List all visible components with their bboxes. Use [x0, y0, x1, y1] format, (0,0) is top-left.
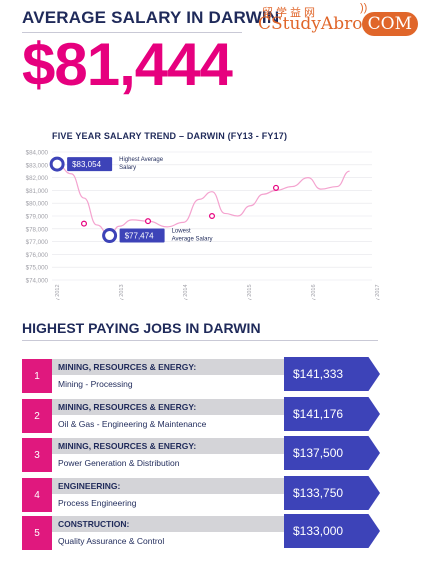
annotation-label: Average Salary — [172, 237, 213, 243]
jobs-divider — [22, 340, 378, 341]
job-rank: 4 — [22, 478, 52, 512]
job-salary-badge: $133,750 — [284, 476, 380, 510]
x-tick-label: July 2012 — [55, 284, 61, 300]
job-rank: 3 — [22, 438, 52, 472]
watermark-logo: 留学益网 )) CStudyAbroad. COM — [258, 2, 418, 38]
job-row: 5 CONSTRUCTION: Quality Assurance & Cont… — [22, 514, 382, 550]
job-category: MINING, RESOURCES & ENERGY: — [52, 359, 305, 375]
y-tick-label: $80,000 — [26, 201, 49, 208]
annotation-badge — [119, 228, 165, 243]
job-salary-badge: $141,333 — [284, 357, 380, 391]
y-tick-label: $79,000 — [26, 214, 49, 221]
job-role: Quality Assurance & Control — [58, 536, 165, 546]
job-role: Mining - Processing — [58, 379, 133, 389]
job-category: CONSTRUCTION: — [52, 516, 305, 532]
job-row: 2 MINING, RESOURCES & ENERGY: Oil & Gas … — [22, 397, 382, 433]
job-rank: 2 — [22, 399, 52, 433]
annotation-marker — [49, 156, 65, 172]
x-tick-label: July 2016 — [311, 284, 317, 300]
watermark-chinese: 留学益网 — [262, 6, 318, 19]
annotation-badge — [67, 157, 113, 172]
title-divider — [22, 32, 242, 33]
job-category: MINING, RESOURCES & ENERGY: — [52, 438, 305, 454]
annotation-label: Salary — [119, 165, 136, 171]
data-point — [273, 184, 280, 191]
y-tick-label: $83,000 — [26, 162, 49, 169]
job-role: Process Engineering — [58, 498, 137, 508]
annotation-marker — [102, 228, 118, 244]
x-tick-label: July 2014 — [183, 284, 189, 300]
job-row: 1 MINING, RESOURCES & ENERGY: Mining - P… — [22, 357, 382, 393]
job-role: Power Generation & Distribution — [58, 458, 180, 468]
salary-trend-line — [57, 163, 350, 237]
job-salary-badge: $141,176 — [284, 397, 380, 431]
x-tick-label: July 2013 — [119, 284, 125, 300]
salary-trend-chart: $84,000 $83,000 $82,000 $81,000 $80,000 $79,0… — [26, 150, 381, 301]
wifi-icon: )) — [360, 2, 368, 14]
watermark-com: COM — [361, 12, 418, 36]
data-point — [80, 220, 87, 227]
chart-title: FIVE YEAR SALARY TREND – DARWIN (FY13 - … — [52, 131, 288, 141]
job-row: 3 MINING, RESOURCES & ENERGY: Power Gene… — [22, 436, 382, 472]
x-tick-label: July 2015 — [247, 284, 253, 300]
page-title: AVERAGE SALARY IN DARWIN — [22, 8, 280, 27]
y-tick-label: $75,000 — [26, 265, 49, 272]
job-role: Oil & Gas - Engineering & Maintenance — [58, 419, 207, 429]
y-tick-label: $74,000 — [26, 278, 49, 285]
data-point — [145, 218, 152, 225]
y-tick-label: $81,000 — [26, 188, 49, 195]
jobs-section-title: HIGHEST PAYING JOBS IN DARWIN — [22, 320, 261, 336]
annotation-label: Highest Average — [119, 157, 164, 163]
job-salary-badge: $133,000 — [284, 514, 380, 548]
y-tick-label: $78,000 — [26, 226, 49, 233]
data-point — [209, 212, 216, 219]
y-tick-label: $82,000 — [26, 175, 49, 182]
job-category: MINING, RESOURCES & ENERGY: — [52, 399, 305, 415]
y-tick-label: $77,000 — [26, 239, 49, 246]
annotation-label: Lowest — [172, 229, 191, 235]
watermark-brand: CStudyAbroad. — [258, 14, 389, 34]
y-tick-label: $76,000 — [26, 252, 49, 259]
annotation-value: $83,054 — [72, 160, 101, 169]
job-row: 4 ENGINEERING: Process Engineering $133,… — [22, 476, 382, 512]
x-tick-label: July 2017 — [375, 284, 381, 300]
job-rank: 1 — [22, 359, 52, 393]
job-rank: 5 — [22, 516, 52, 550]
annotation-value: $77,474 — [125, 232, 154, 241]
job-category: ENGINEERING: — [52, 478, 305, 494]
average-salary-value: $81,444 — [22, 31, 233, 98]
y-tick-label: $84,000 — [26, 150, 49, 157]
job-salary-badge: $137,500 — [284, 436, 380, 470]
